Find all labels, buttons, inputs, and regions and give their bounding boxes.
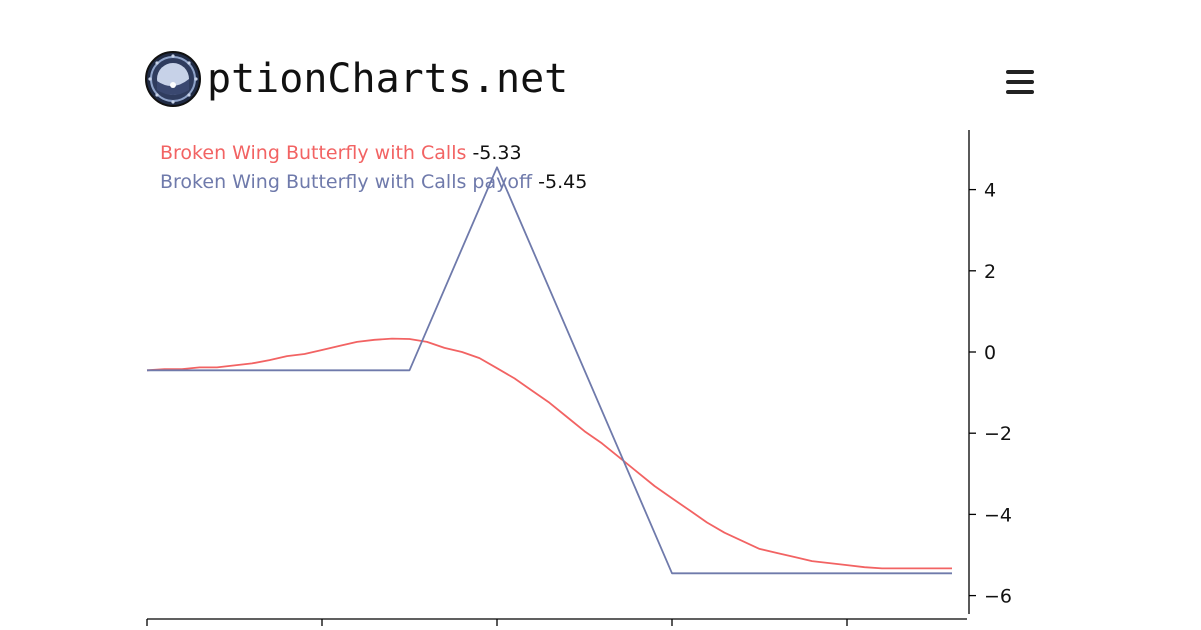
y-tick-label: −6: [984, 586, 1012, 608]
legend-entry-2: Broken Wing Butterfly with Calls payoff …: [160, 171, 587, 193]
site-name[interactable]: ptionCharts.net: [207, 56, 569, 102]
y-tick-label: 2: [984, 261, 996, 283]
y-tick-label: 4: [984, 180, 996, 202]
legend: Broken Wing Butterfly with Calls -5.33Br…: [160, 142, 587, 193]
series-layer: [146, 166, 952, 575]
y-tick-label: 0: [984, 342, 996, 364]
legend-last-value: -5.33: [472, 142, 521, 164]
legend-series-name: Broken Wing Butterfly with Calls: [160, 142, 472, 164]
axis-layer: 4 2 0 −2 −4 −6: [146, 130, 1012, 626]
legend-last-value: -5.45: [538, 171, 587, 193]
legend-entry-1: Broken Wing Butterfly with Calls -5.33: [160, 142, 522, 164]
porthole-logo-icon[interactable]: [144, 50, 202, 108]
series-line-1: [146, 337, 952, 570]
series-line-2: [147, 166, 952, 575]
legend-series-name: Broken Wing Butterfly with Calls payoff: [160, 171, 538, 193]
y-tick-label: −2: [984, 423, 1012, 445]
hamburger-menu-icon[interactable]: [1006, 70, 1034, 96]
site-header: ptionCharts.net: [144, 50, 568, 108]
y-tick-label: −4: [984, 504, 1012, 526]
